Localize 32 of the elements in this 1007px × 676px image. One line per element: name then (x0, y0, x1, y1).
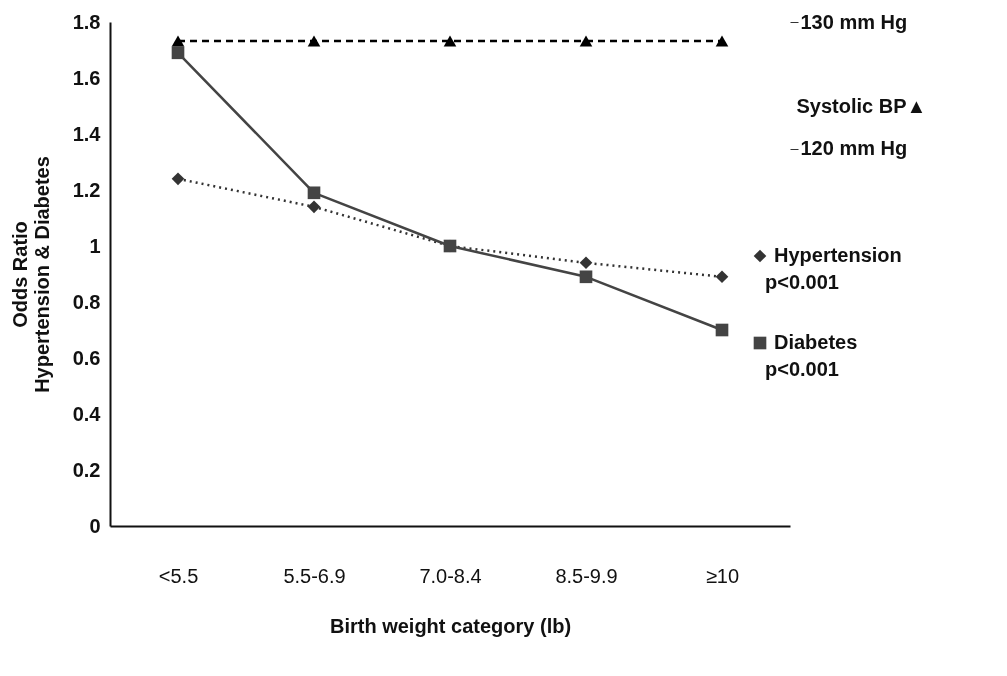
y-tick-label: 1.6 (72, 66, 101, 89)
y-tick-label: 0.2 (72, 458, 101, 481)
x-axis-title: Birth weight category (lb) (329, 614, 572, 637)
y2-tick-label: 130 mm Hg (800, 10, 908, 33)
y2-tick-label: 120 mm Hg (800, 137, 908, 160)
y-tick-label: 1.2 (72, 178, 101, 201)
y-axis-title: Odds Ratio Hypertension & Diabetes (8, 156, 53, 393)
point (715, 270, 729, 284)
y-tick-label: 0.6 (72, 346, 101, 369)
y-tick-label: 1 (89, 234, 101, 257)
point (171, 172, 185, 186)
x-tick-label: 8.5-9.9 (555, 564, 618, 587)
y-tick-label: 0.4 (72, 402, 102, 425)
y-tick-label: 0 (89, 514, 101, 537)
x-tick-label: 5.5-6.9 (283, 564, 346, 587)
y-tick-label: 1.4 (72, 122, 102, 145)
y-tick-label: 1.8 (72, 10, 101, 33)
point (307, 186, 321, 200)
annotation: p<0.001 (765, 271, 839, 293)
point (307, 200, 321, 214)
legend-label: Hypertension (774, 244, 902, 266)
legend-label: Diabetes (774, 331, 858, 353)
x-tick-label: 7.0-8.4 (419, 564, 482, 587)
annotation: p<0.001 (765, 358, 839, 380)
point (579, 270, 593, 284)
point (715, 323, 729, 337)
y2-axis-title: Systolic BP▲ (796, 94, 927, 117)
x-tick-label: <5.5 (158, 564, 199, 587)
y-tick-label: 0.8 (72, 290, 101, 313)
x-tick-label: ≥10 (705, 564, 740, 587)
point (171, 46, 185, 60)
point (579, 256, 593, 270)
